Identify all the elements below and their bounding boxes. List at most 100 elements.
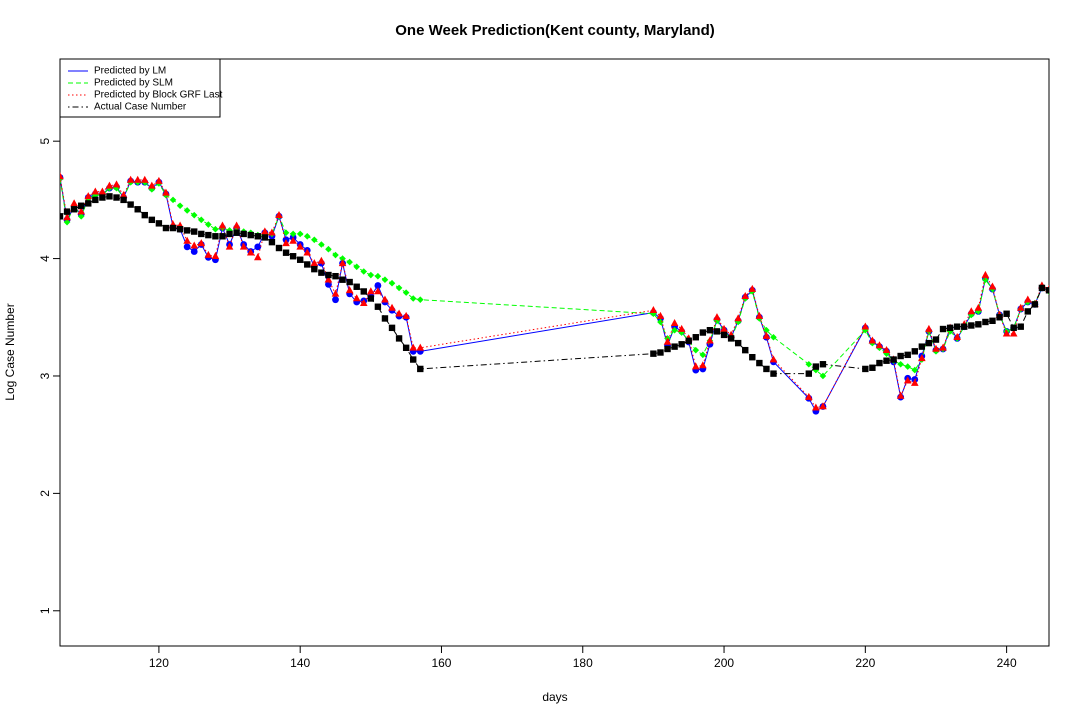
x-tick-label: 200 bbox=[714, 656, 734, 670]
data-point-predicted-by-block-grf-last bbox=[1024, 295, 1032, 303]
data-point-actual-case-number bbox=[918, 343, 926, 350]
data-point-predicted-by-block-grf-last bbox=[1002, 329, 1011, 337]
data-point-predicted-by-block-grf-last bbox=[91, 187, 100, 195]
y-tick-label: 4 bbox=[38, 255, 52, 262]
data-point-predicted-by-block-grf-last bbox=[140, 175, 149, 183]
data-point-predicted-by-lm bbox=[190, 248, 198, 255]
data-point-actual-case-number bbox=[692, 334, 699, 341]
data-point-predicted-by-block-grf-last bbox=[183, 236, 191, 244]
data-point-actual-case-number bbox=[205, 231, 212, 239]
data-point-actual-case-number bbox=[805, 370, 813, 377]
data-point-predicted-by-block-grf-last bbox=[939, 343, 947, 351]
data-point-predicted-by-block-grf-last bbox=[352, 294, 361, 302]
data-point-predicted-by-slm bbox=[770, 333, 777, 341]
data-point-actual-case-number bbox=[113, 194, 120, 201]
data-point-actual-case-number bbox=[968, 322, 975, 329]
data-point-predicted-by-slm bbox=[325, 245, 332, 253]
data-point-actual-case-number bbox=[176, 226, 184, 233]
series-actual-case-number bbox=[60, 193, 1049, 377]
data-point-predicted-by-block-grf-last bbox=[148, 181, 156, 189]
data-point-predicted-by-block-grf-last bbox=[388, 303, 396, 311]
data-point-actual-case-number bbox=[360, 288, 367, 295]
data-point-predicted-by-block-grf-last bbox=[988, 282, 997, 290]
data-point-predicted-by-slm bbox=[692, 346, 700, 354]
data-point-actual-case-number bbox=[685, 337, 692, 344]
data-point-predicted-by-block-grf-last bbox=[261, 227, 269, 235]
data-point-actual-case-number bbox=[819, 361, 827, 368]
data-point-actual-case-number bbox=[953, 323, 961, 330]
data-point-predicted-by-slm bbox=[212, 225, 219, 233]
data-point-actual-case-number bbox=[332, 272, 339, 280]
data-point-actual-case-number bbox=[982, 318, 989, 326]
data-point-predicted-by-block-grf-last bbox=[204, 250, 213, 258]
data-point-predicted-by-block-grf-last bbox=[225, 242, 234, 250]
data-point-predicted-by-block-grf-last bbox=[197, 239, 206, 247]
data-point-predicted-by-block-grf-last bbox=[903, 376, 912, 384]
data-point-actual-case-number bbox=[162, 224, 170, 232]
data-point-predicted-by-block-grf-last bbox=[296, 242, 304, 250]
data-point-actual-case-number bbox=[106, 193, 113, 200]
data-point-actual-case-number bbox=[1010, 324, 1017, 332]
data-point-predicted-by-slm bbox=[967, 311, 975, 319]
data-point-predicted-by-block-grf-last bbox=[275, 210, 283, 218]
data-point-actual-case-number bbox=[946, 324, 954, 332]
data-point-actual-case-number bbox=[939, 325, 947, 333]
data-point-predicted-by-slm bbox=[296, 230, 304, 238]
data-point-actual-case-number bbox=[63, 208, 71, 215]
data-point-actual-case-number bbox=[289, 253, 297, 260]
data-point-actual-case-number bbox=[1003, 310, 1010, 317]
data-point-actual-case-number bbox=[282, 249, 290, 256]
data-point-predicted-by-block-grf-last bbox=[246, 248, 255, 256]
data-point-actual-case-number bbox=[883, 357, 890, 364]
data-point-actual-case-number bbox=[155, 220, 163, 227]
data-point-actual-case-number bbox=[657, 349, 664, 356]
data-point-actual-case-number bbox=[742, 346, 749, 354]
data-point-predicted-by-block-grf-last bbox=[699, 361, 707, 369]
data-point-predicted-by-slm bbox=[303, 232, 311, 240]
data-point-predicted-by-slm bbox=[699, 351, 707, 359]
data-point-actual-case-number bbox=[183, 227, 191, 234]
data-point-predicted-by-block-grf-last bbox=[677, 324, 686, 332]
y-tick-label: 2 bbox=[38, 490, 52, 497]
data-point-predicted-by-block-grf-last bbox=[70, 199, 78, 207]
data-point-predicted-by-block-grf-last bbox=[755, 311, 764, 319]
data-point-actual-case-number bbox=[296, 256, 304, 263]
data-point-predicted-by-block-grf-last bbox=[918, 354, 926, 362]
data-point-actual-case-number bbox=[975, 321, 982, 328]
chart-title: One Week Prediction(Kent county, Marylan… bbox=[395, 22, 715, 39]
data-point-actual-case-number bbox=[763, 365, 770, 373]
data-point-actual-case-number bbox=[862, 365, 869, 373]
data-point-actual-case-number bbox=[904, 351, 911, 359]
data-point-actual-case-number bbox=[706, 326, 714, 334]
data-point-predicted-by-slm bbox=[169, 196, 177, 204]
data-point-actual-case-number bbox=[699, 329, 707, 336]
data-point-predicted-by-slm bbox=[374, 272, 382, 280]
data-point-actual-case-number bbox=[770, 370, 777, 377]
data-point-predicted-by-slm bbox=[897, 360, 904, 368]
data-point-predicted-by-block-grf-last bbox=[381, 295, 389, 303]
data-point-actual-case-number bbox=[678, 341, 685, 348]
data-point-predicted-by-slm bbox=[416, 296, 424, 303]
data-point-predicted-by-block-grf-last bbox=[656, 311, 665, 319]
legend-label-predicted-by-block-grf-last: Predicted by Block GRF Last bbox=[94, 90, 223, 101]
data-point-actual-case-number bbox=[713, 328, 721, 335]
data-point-predicted-by-block-grf-last bbox=[218, 221, 227, 229]
data-point-predicted-by-block-grf-last bbox=[812, 403, 820, 411]
data-point-predicted-by-block-grf-last bbox=[1009, 329, 1018, 337]
y-tick-label: 5 bbox=[38, 138, 52, 145]
plot-frame bbox=[59, 58, 1050, 647]
data-point-predicted-by-block-grf-last bbox=[98, 187, 107, 195]
data-point-predicted-by-block-grf-last bbox=[974, 303, 983, 311]
data-point-predicted-by-slm bbox=[197, 216, 205, 224]
data-point-actual-case-number bbox=[1038, 284, 1046, 292]
data-point-predicted-by-slm bbox=[113, 184, 120, 192]
data-point-actual-case-number bbox=[254, 233, 261, 240]
data-point-predicted-by-block-grf-last bbox=[324, 275, 333, 283]
data-point-predicted-by-block-grf-last bbox=[882, 345, 891, 353]
data-point-predicted-by-block-grf-last bbox=[162, 188, 170, 196]
data-point-predicted-by-block-grf-last bbox=[981, 270, 990, 278]
data-point-predicted-by-block-grf-last bbox=[60, 172, 64, 180]
data-point-actual-case-number bbox=[226, 230, 233, 238]
series-line-actual-case-number bbox=[60, 195, 1049, 375]
